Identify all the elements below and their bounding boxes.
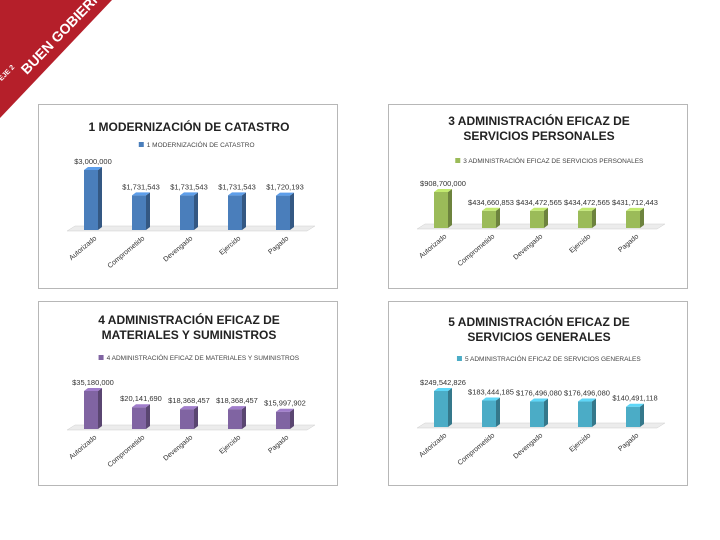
category-label: Pagado <box>267 235 290 256</box>
bar-ejercido <box>228 192 246 230</box>
bar-autorizado <box>84 388 102 429</box>
data-label: $3,000,000 <box>74 157 112 166</box>
chart-title: SERVICIOS GENERALES <box>467 330 610 344</box>
data-label: $434,472,565 <box>516 198 562 207</box>
data-label: $908,700,000 <box>420 179 466 188</box>
banner-big-text: BUEN GOBIERNO <box>18 0 113 77</box>
data-label: $20,141,690 <box>120 394 162 403</box>
chart-panel-5: 5 ADMINISTRACIÓN EFICAZ DE SERVICIOS GENE… <box>388 301 688 486</box>
data-label: $18,368,457 <box>168 396 210 405</box>
bar-comprometido <box>132 404 150 429</box>
legend-swatch <box>138 142 144 147</box>
data-label: $176,496,080 <box>564 389 610 398</box>
bar-devengado <box>180 192 198 230</box>
category-label: Ejercido <box>568 432 592 454</box>
bar-pagado <box>276 192 294 230</box>
category-label: Devengado <box>162 235 194 263</box>
bar-devengado <box>530 398 548 427</box>
banner-small-text: EJE 2 <box>0 64 16 83</box>
category-label: Autorizado <box>68 434 98 461</box>
category-label: Autorizado <box>418 432 448 459</box>
bar-ejercido <box>228 406 246 429</box>
bar-pagado <box>276 408 294 429</box>
bar-ejercido <box>578 398 596 427</box>
category-label: Autorizado <box>68 235 98 262</box>
bar-ejercido <box>578 207 596 228</box>
category-label: Ejercido <box>218 235 242 257</box>
category-label: Ejercido <box>568 233 592 255</box>
category-label: Devengado <box>512 432 544 460</box>
bar-pagado <box>626 207 644 228</box>
category-label: Ejercido <box>218 434 242 456</box>
bar-comprometido <box>482 397 500 427</box>
legend-entry: 4 ADMINISTRACIÓN EFICAZ DE MATERIALES Y … <box>107 353 300 362</box>
legend-swatch <box>455 158 461 163</box>
data-label: $183,444,185 <box>468 388 514 397</box>
bar-devengado <box>180 406 198 429</box>
category-label: Pagado <box>617 233 640 254</box>
data-label: $140,491,118 <box>612 394 657 403</box>
chart-title: SERVICIOS PERSONALES <box>463 129 614 143</box>
legend-swatch <box>98 355 104 360</box>
category-label: Autorizado <box>418 233 448 260</box>
category-label: Pagado <box>267 434 290 455</box>
data-label: $1,720,193 <box>266 183 304 192</box>
banner-triangle <box>0 0 112 118</box>
data-label: $176,496,080 <box>516 389 562 398</box>
bar-autorizado <box>434 189 452 228</box>
data-label: $249,542,826 <box>420 378 466 387</box>
chart-title: 5 ADMINISTRACIÓN EFICAZ DE <box>448 314 630 329</box>
data-label: $15,997,902 <box>264 399 306 408</box>
bar-devengado <box>530 207 548 228</box>
data-label: $1,731,543 <box>170 182 208 191</box>
category-label: Pagado <box>617 432 640 453</box>
category-label: Devengado <box>162 434 194 462</box>
data-label: $1,731,543 <box>218 182 256 191</box>
chart-title: 3 ADMINISTRACIÓN EFICAZ DE <box>448 113 630 128</box>
data-label: $434,660,853 <box>468 198 514 207</box>
bar-autorizado <box>84 167 102 230</box>
legend-entry: 3 ADMINISTRACIÓN EFICAZ DE SERVICIOS PER… <box>463 156 644 165</box>
data-label: $431,712,443 <box>612 198 658 207</box>
legend-entry: 5 ADMINISTRACIÓN EFICAZ DE SERVICIOS GEN… <box>465 354 641 363</box>
category-label: Comprometido <box>107 434 147 469</box>
data-label: $434,472,565 <box>564 198 610 207</box>
legend-swatch <box>456 356 462 361</box>
bar-autorizado <box>434 388 452 427</box>
chart-panel-4: 4 ADMINISTRACIÓN EFICAZ DE MATERIALES Y S… <box>38 301 338 486</box>
legend-entry: 1 MODERNIZACIÓN DE CATASTRO <box>147 140 255 149</box>
category-label: Comprometido <box>107 235 147 270</box>
chart-title: 1 MODERNIZACIÓN DE CATASTRO <box>89 119 290 134</box>
bar-pagado <box>626 403 644 427</box>
chart-title: MATERIALES Y SUMINISTROS <box>102 328 277 342</box>
chart-panel-3: 3 ADMINISTRACIÓN EFICAZ DE SERVICIOS PERS… <box>388 104 688 289</box>
category-label: Devengado <box>512 233 544 261</box>
category-label: Comprometido <box>457 233 497 268</box>
chart-1: 1 MODERNIZACIÓN DE CATASTRO 1 MODERNIZACI… <box>66 119 316 270</box>
bar-comprometido <box>482 207 500 228</box>
chart-title: 4 ADMINISTRACIÓN EFICAZ DE <box>98 312 280 327</box>
bar-comprometido <box>132 192 150 230</box>
data-label: $35,180,000 <box>72 378 114 387</box>
data-label: $1,731,543 <box>122 182 160 191</box>
chart-panel-1: 1 MODERNIZACIÓN DE CATASTRO 1 MODERNIZACI… <box>38 104 338 289</box>
category-label: Comprometido <box>457 432 497 467</box>
data-label: $18,368,457 <box>216 396 258 405</box>
